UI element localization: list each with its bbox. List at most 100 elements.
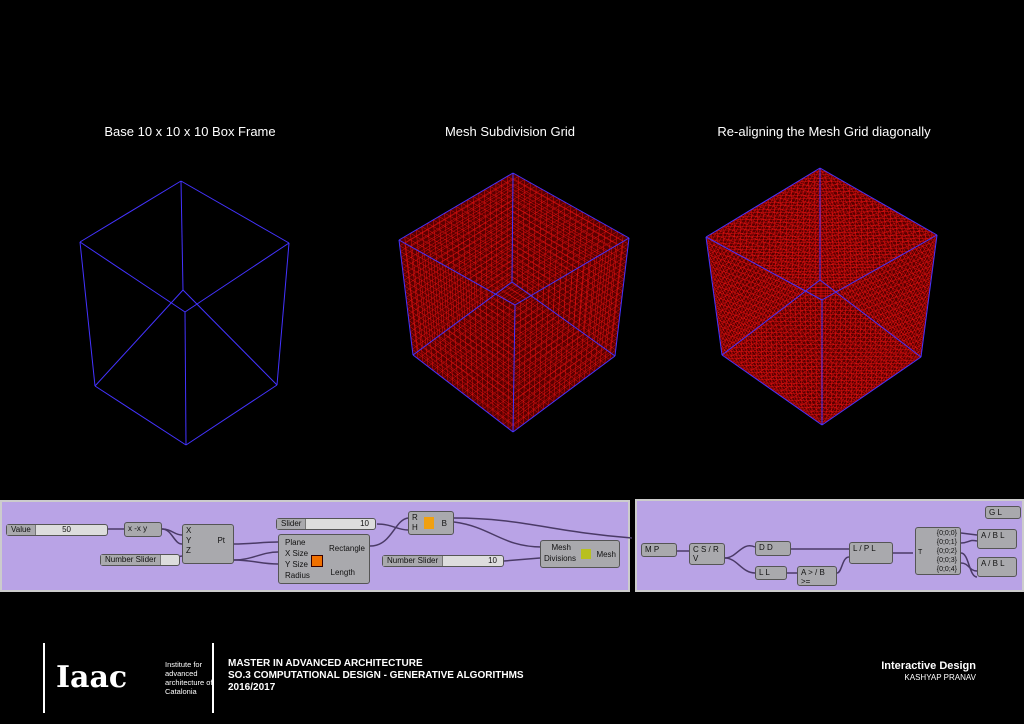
grid-line [708, 254, 806, 292]
grid-line [890, 333, 892, 378]
grid-line [849, 184, 926, 327]
x-input: X [186, 526, 192, 535]
grid-line [482, 333, 585, 410]
list-length-node[interactable]: L L [755, 566, 787, 580]
z-input: Z [186, 546, 191, 555]
grid-line [819, 181, 844, 191]
grid-line [728, 221, 914, 224]
grid-line [583, 218, 595, 334]
program-info: MASTER IN ADVANCED ARCHITECTURE SO.3 COM… [228, 658, 524, 694]
slider-10[interactable]: Slider 10 [276, 518, 376, 530]
grid-line [492, 340, 595, 417]
grid-line [415, 229, 429, 345]
radius-input: Radius [285, 571, 310, 580]
grid-line [491, 291, 494, 417]
grid-line [594, 224, 607, 342]
grid-line [825, 171, 923, 352]
mesh-divide-node[interactable]: Mesh Divisions Mesh [540, 540, 620, 568]
grid-line [819, 174, 832, 180]
grid-line [809, 287, 813, 419]
mesh-vertices-node[interactable]: M P [641, 543, 677, 557]
grid-line [824, 240, 937, 285]
grid-line [795, 298, 798, 408]
grid-line [785, 188, 821, 202]
grid-line [884, 204, 931, 291]
grid-line [819, 214, 902, 247]
mesh-output: Mesh [596, 550, 616, 559]
grid-line [432, 340, 534, 417]
grid-line [513, 308, 621, 382]
line-node-1[interactable]: A / B L [977, 529, 1017, 549]
grid-line [723, 226, 821, 264]
grid-line [708, 260, 803, 412]
grid-line [452, 325, 554, 402]
value-slider[interactable]: Value 50 [6, 524, 108, 536]
grid-line [707, 248, 813, 419]
grid-line [800, 294, 803, 412]
iaac-logo: Iaac [56, 660, 128, 695]
grid-line [819, 207, 891, 236]
grid-line [422, 347, 524, 425]
grid-line [421, 226, 434, 341]
grid-line [726, 351, 916, 354]
grid-line [720, 342, 732, 348]
grid-line [513, 320, 620, 395]
grid-line [751, 209, 753, 263]
line-node-2[interactable]: A / B L [977, 557, 1017, 577]
larger-than-node[interactable]: A > / B >= [797, 566, 837, 586]
grid-line [584, 258, 596, 379]
grid-line [819, 228, 926, 270]
grid-line [846, 265, 934, 409]
t-input: T [918, 549, 923, 556]
cube-edge [276, 242, 290, 386]
grasshopper-canvas-2[interactable]: M P C S / R V D D L L A > / B >= L / P L… [635, 499, 1024, 592]
grid-line [819, 229, 866, 315]
grid-line [814, 171, 817, 297]
grid-line [751, 332, 891, 335]
grid-line [866, 289, 931, 395]
number-slider-2[interactable]: Number Slider 10 [382, 555, 504, 567]
grid-line [825, 171, 828, 297]
grid-line [447, 329, 549, 406]
cull-pattern-node[interactable]: L / P L [849, 542, 893, 564]
grid-line [819, 179, 912, 350]
grid-line [604, 231, 618, 349]
grid-line [895, 211, 932, 278]
dispatch-node[interactable]: D D [755, 541, 791, 556]
grid-line [760, 324, 763, 384]
grid-line [854, 187, 927, 321]
grid-line [831, 174, 834, 294]
number-slider-1[interactable]: Number Slider [100, 554, 180, 566]
grid-line [872, 198, 874, 271]
explode-tree-node[interactable]: T {0;0;0} {0;0;1} {0;0;2} {0;0;3} {0;0;4} [915, 527, 961, 575]
curve-closest-node[interactable]: C S / R V [689, 543, 725, 565]
grid-line [819, 204, 885, 230]
grid-line [512, 238, 621, 310]
grid-line [715, 307, 763, 384]
geometry-node[interactable]: G L [985, 506, 1021, 519]
institute-name: Institute for advanced architecture of C… [165, 660, 213, 696]
grid-line [865, 289, 930, 315]
grid-line [819, 207, 886, 331]
rectangle-node[interactable]: Plane X Size Y Size Radius Rectangle Length [278, 534, 370, 584]
cube-edge [412, 281, 513, 356]
label: Number Slider [383, 556, 444, 566]
academic-year: 2016/2017 [228, 682, 276, 693]
negative-node[interactable]: x -x y [124, 522, 162, 537]
cube-edge [79, 241, 186, 313]
grid-line [819, 195, 896, 338]
cube-edge [920, 234, 938, 358]
cube-edge [398, 172, 514, 241]
grid-line [756, 328, 886, 331]
grid-line [844, 286, 925, 333]
grid-line [851, 271, 933, 405]
grid-line [816, 418, 823, 422]
grid-line [594, 251, 607, 372]
grid-line [717, 280, 788, 320]
grid-line [405, 227, 513, 298]
grid-line [837, 177, 924, 339]
grid-line [438, 216, 448, 330]
